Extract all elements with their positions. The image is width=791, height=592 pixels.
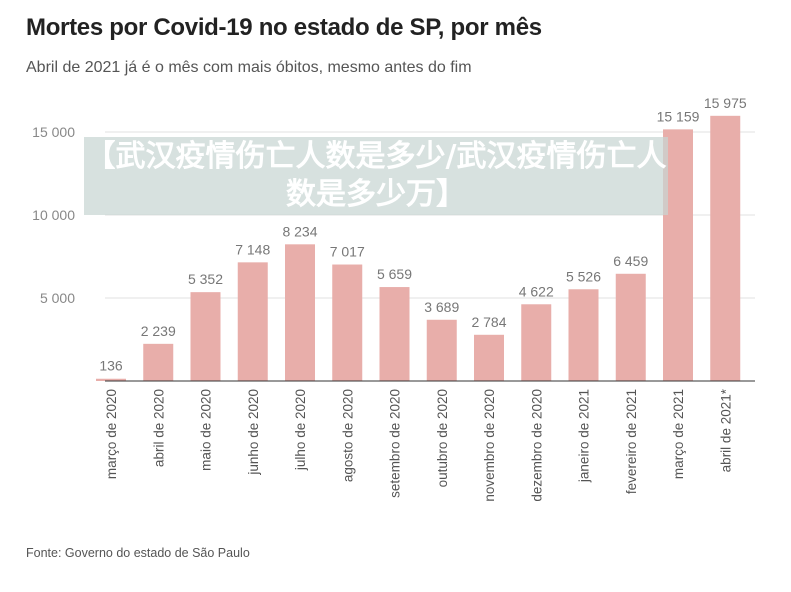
- bar: [521, 304, 552, 381]
- data-label: 2 239: [141, 323, 176, 339]
- bar: [379, 287, 410, 381]
- bar: [332, 264, 363, 381]
- bar: [96, 378, 126, 381]
- data-label: 2 784: [471, 314, 506, 330]
- data-label: 5 659: [377, 266, 412, 282]
- data-label: 5 526: [566, 268, 601, 284]
- data-label: 8 234: [282, 223, 317, 239]
- x-tick-label: setembro de 2020: [388, 389, 403, 498]
- bar: [237, 262, 268, 381]
- chart-subtitle: Abril de 2021 já é o mês com mais óbitos…: [26, 59, 472, 76]
- data-label: 6 459: [613, 253, 648, 269]
- y-tick-label: 5 000: [40, 290, 75, 306]
- bar: [615, 273, 646, 381]
- bar: [710, 115, 741, 381]
- x-tick-label: abril de 2021*: [718, 388, 733, 472]
- data-label: 15 159: [657, 108, 700, 124]
- x-tick-label: fevereiro de 2021: [624, 389, 639, 494]
- overlay-banner-text: 【武汉疫情伤亡人数是多少/武汉疫情伤亡人数是多少万】: [85, 139, 667, 212]
- x-tick-label: junho de 2020: [246, 389, 261, 476]
- x-tick-label: março de 2021: [671, 389, 686, 479]
- bar: [663, 129, 693, 381]
- x-tick-label: dezembro de 2020: [529, 389, 544, 502]
- y-tick-label: 15 000: [32, 124, 75, 140]
- data-label: 15 975: [704, 95, 747, 111]
- bar: [285, 244, 315, 381]
- data-label: 4 622: [519, 283, 554, 299]
- bar: [568, 289, 599, 381]
- x-tick-label: março de 2020: [104, 389, 119, 479]
- data-label: 136: [99, 358, 123, 374]
- bar: [426, 319, 457, 381]
- x-tick-label: janeiro de 2021: [577, 389, 592, 483]
- x-tick-label: abril de 2020: [151, 389, 166, 467]
- bar: [474, 334, 504, 381]
- chart-title: Mortes por Covid-19 no estado de SP, por…: [26, 14, 542, 41]
- chart-source: Fonte: Governo do estado de São Paulo: [26, 546, 250, 560]
- x-tick-label: agosto de 2020: [340, 389, 355, 482]
- bar: [190, 292, 221, 381]
- bar: [143, 343, 174, 381]
- y-tick-label: 10 000: [32, 207, 75, 223]
- data-label: 7 148: [235, 241, 270, 257]
- bar-chart: 5 000 10 000 15 000 136 março de 2020 2 239 ab…: [32, 95, 755, 502]
- data-label: 5 352: [188, 271, 223, 287]
- x-tick-label: novembro de 2020: [482, 389, 497, 502]
- x-tick-label: outubro de 2020: [435, 389, 450, 487]
- overlay-banner: 【武汉疫情伤亡人数是多少/武汉疫情伤亡人数是多少万】: [84, 137, 668, 215]
- data-label: 7 017: [330, 244, 365, 260]
- data-label: 3 689: [424, 299, 459, 315]
- x-tick-label: julho de 2020: [293, 389, 308, 471]
- x-tick-label: maio de 2020: [199, 389, 214, 471]
